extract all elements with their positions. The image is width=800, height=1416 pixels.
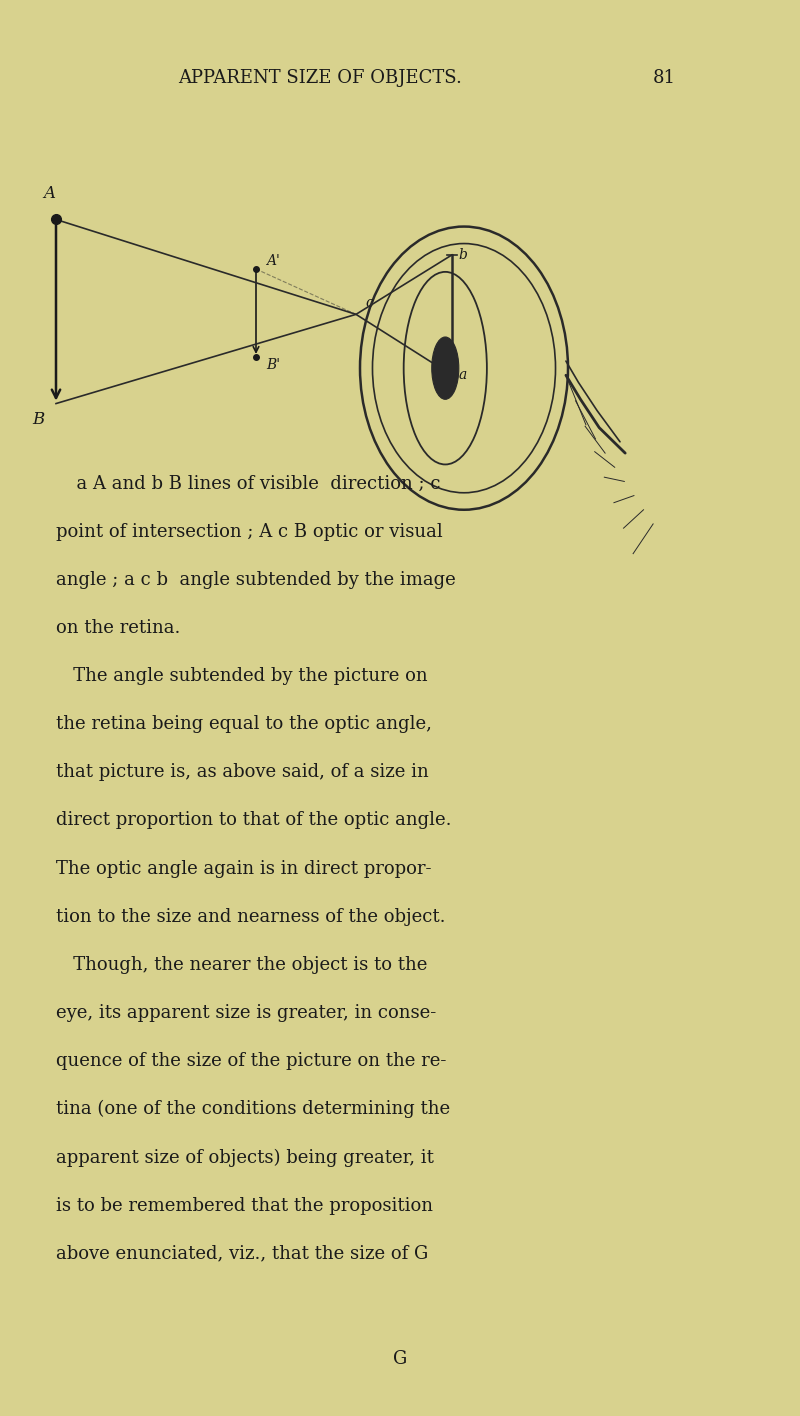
- Text: point of intersection ; A c B optic or visual: point of intersection ; A c B optic or v…: [56, 523, 442, 541]
- Text: 81: 81: [653, 69, 675, 86]
- Text: angle ; a c b  angle subtended by the image: angle ; a c b angle subtended by the ima…: [56, 571, 456, 589]
- Text: above enunciated, viz., that the size of G: above enunciated, viz., that the size of…: [56, 1245, 428, 1263]
- Text: the retina being equal to the optic angle,: the retina being equal to the optic angl…: [56, 715, 432, 733]
- Text: is to be remembered that the proposition: is to be remembered that the proposition: [56, 1197, 433, 1215]
- Text: B': B': [266, 358, 281, 372]
- Ellipse shape: [432, 337, 459, 399]
- Text: a A and b B lines of visible  direction ; c: a A and b B lines of visible direction ;…: [56, 474, 441, 493]
- Text: on the retina.: on the retina.: [56, 619, 180, 637]
- Text: eye, its apparent size is greater, in conse-: eye, its apparent size is greater, in co…: [56, 1004, 436, 1022]
- Text: that picture is, as above said, of a size in: that picture is, as above said, of a siz…: [56, 763, 429, 782]
- Text: quence of the size of the picture on the re-: quence of the size of the picture on the…: [56, 1052, 446, 1070]
- Text: The optic angle again is in direct propor-: The optic angle again is in direct propo…: [56, 860, 431, 878]
- Text: c: c: [366, 296, 374, 310]
- Text: G: G: [393, 1351, 407, 1368]
- Text: a: a: [458, 368, 466, 382]
- Text: tina (one of the conditions determining the: tina (one of the conditions determining …: [56, 1100, 450, 1119]
- Text: Though, the nearer the object is to the: Though, the nearer the object is to the: [56, 956, 427, 974]
- Text: direct proportion to that of the optic angle.: direct proportion to that of the optic a…: [56, 811, 451, 830]
- Text: apparent size of objects) being greater, it: apparent size of objects) being greater,…: [56, 1148, 434, 1167]
- Text: The angle subtended by the picture on: The angle subtended by the picture on: [56, 667, 428, 685]
- Text: APPARENT SIZE OF OBJECTS.: APPARENT SIZE OF OBJECTS.: [178, 69, 462, 86]
- Text: b: b: [458, 248, 467, 262]
- Text: A: A: [44, 185, 56, 202]
- Text: A': A': [266, 253, 280, 268]
- Text: tion to the size and nearness of the object.: tion to the size and nearness of the obj…: [56, 908, 446, 926]
- Text: B: B: [32, 411, 45, 428]
